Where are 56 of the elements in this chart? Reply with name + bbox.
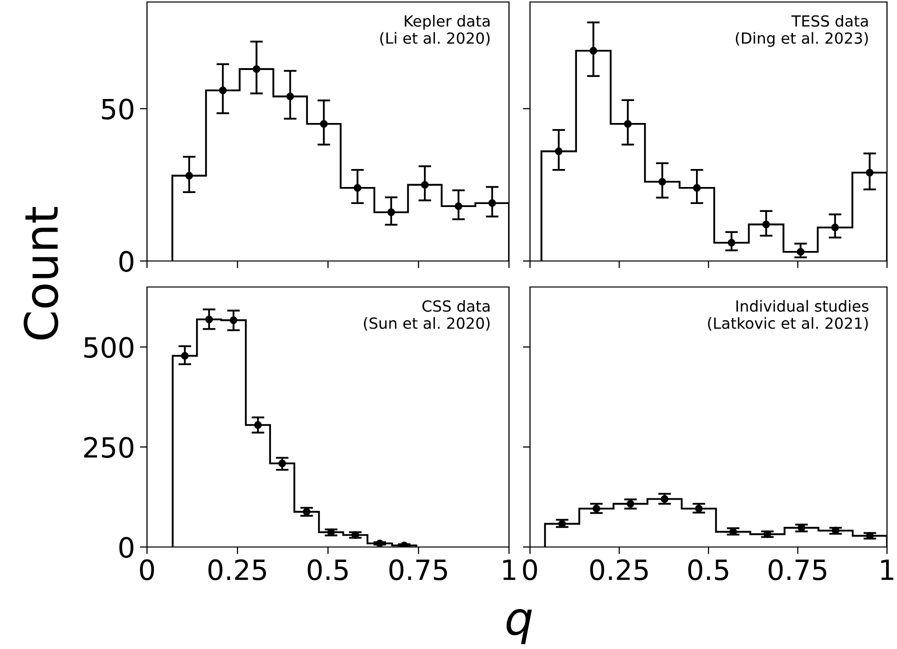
point xyxy=(320,120,328,128)
point xyxy=(230,316,238,324)
point xyxy=(728,238,736,247)
point xyxy=(626,500,634,508)
point xyxy=(302,508,310,516)
y-tick-label: 250 xyxy=(84,436,134,458)
x-tick-label: 1 xyxy=(503,560,516,580)
point xyxy=(695,504,703,512)
point xyxy=(831,224,839,232)
x-tick-label: 0 xyxy=(522,559,537,580)
point xyxy=(254,421,262,429)
point xyxy=(286,92,294,100)
point xyxy=(764,530,772,538)
point xyxy=(421,181,429,189)
y-tick-label: 0 xyxy=(119,536,134,558)
point xyxy=(387,208,395,216)
x-tick-label: 0.5 xyxy=(688,559,728,580)
point xyxy=(592,504,600,512)
point xyxy=(658,178,666,186)
x-tick-label: 0.75 xyxy=(768,559,826,580)
point xyxy=(252,65,260,73)
x-tick-label: 0.5 xyxy=(308,559,348,580)
point xyxy=(866,168,874,176)
point xyxy=(376,540,384,547)
point xyxy=(660,495,668,503)
point xyxy=(454,202,462,210)
x-tick-label: 1 xyxy=(881,560,894,580)
x-tick-label: 0 xyxy=(140,559,154,580)
point xyxy=(278,460,286,468)
x-tick-label: 0.75 xyxy=(389,559,447,580)
point xyxy=(796,248,804,256)
point xyxy=(181,352,189,360)
point xyxy=(624,120,632,128)
point xyxy=(762,220,770,228)
point xyxy=(205,316,213,324)
x-tick-label: 0.25 xyxy=(590,559,648,580)
x-tick-label: 0.25 xyxy=(208,559,266,580)
annotation: Kepler data (Li et al. 2020) xyxy=(380,14,490,46)
point xyxy=(590,46,598,55)
point xyxy=(352,531,360,539)
point xyxy=(558,520,566,528)
point xyxy=(554,147,563,156)
point xyxy=(185,172,193,180)
y-tick-label: 50 xyxy=(102,98,134,120)
annotation: Individual studies (Latkovic et al. 2021) xyxy=(708,300,868,331)
point xyxy=(219,86,227,94)
annotation: CSS data (Sun et al. 2020) xyxy=(364,300,490,331)
annotation: TESS data (Ding et al. 2023) xyxy=(736,14,868,47)
point xyxy=(866,532,874,540)
point xyxy=(693,184,701,192)
y-tick-label: 500 xyxy=(84,336,134,358)
point xyxy=(488,199,496,207)
point xyxy=(354,184,362,192)
y-tick-label: 0 xyxy=(119,250,134,272)
y-axis-title: Count xyxy=(24,207,58,340)
x-axis-title: q xyxy=(506,608,532,644)
